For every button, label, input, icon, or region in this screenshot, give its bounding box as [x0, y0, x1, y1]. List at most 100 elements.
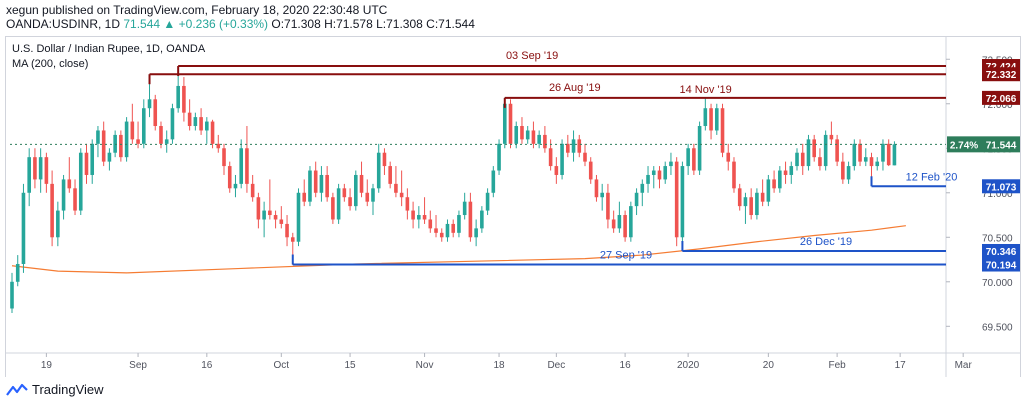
candle-body — [250, 183, 255, 198]
y-tick-label: 71.000 — [982, 189, 1013, 200]
candle-body — [772, 179, 776, 189]
candle-body — [892, 144, 897, 166]
candle-body — [543, 134, 547, 149]
x-tick-label: 16 — [201, 360, 213, 371]
candle-body — [136, 139, 140, 144]
candle-body — [399, 192, 404, 198]
candle-body — [268, 210, 272, 216]
candle-body — [141, 108, 146, 144]
candle-body — [514, 126, 519, 144]
candle-body — [663, 166, 668, 180]
candle-body — [290, 237, 295, 242]
candle-body — [61, 179, 66, 211]
candle-body — [749, 197, 753, 216]
candle-body — [216, 143, 221, 149]
candle-body — [760, 192, 765, 202]
candle-body — [78, 152, 83, 211]
candle-body — [566, 143, 570, 153]
candle-body — [560, 143, 564, 175]
level-price-label: 70.194 — [986, 261, 1017, 272]
candle-body — [468, 201, 473, 238]
candle-body — [778, 170, 782, 189]
candle-body — [755, 192, 759, 216]
candle-body — [222, 148, 226, 167]
ohlc-values: O:71.308 H:71.578 L:71.308 C:71.544 — [271, 17, 475, 31]
candle-body — [686, 148, 690, 167]
candle-body — [818, 157, 822, 167]
candle-body — [445, 223, 450, 238]
candle-body — [308, 170, 312, 202]
candle-body — [411, 210, 415, 220]
candle-body — [348, 197, 352, 207]
candle-body — [703, 108, 708, 127]
candle-body — [783, 170, 788, 175]
candle-body — [21, 192, 26, 264]
tradingview-icon — [6, 383, 28, 396]
candle-body — [869, 157, 874, 167]
candle-body — [296, 192, 301, 242]
level-price-tag — [982, 90, 1020, 105]
candle-body — [457, 215, 461, 233]
level-price-label: 72.332 — [986, 70, 1017, 81]
x-tick-label: 2020 — [677, 360, 700, 371]
chart-header: xegun published on TradingView.com, Febr… — [0, 0, 1024, 36]
candle-body — [875, 161, 880, 167]
chart-title: U.S. Dollar / Indian Rupee, 1D, OANDA — [12, 43, 206, 55]
last-price: 71.544 — [123, 17, 161, 31]
candle-body — [497, 143, 501, 171]
candle-body — [577, 139, 582, 153]
candle-body — [417, 215, 421, 220]
candle-body — [480, 210, 484, 229]
footer: TradingView — [0, 377, 1024, 403]
candle-body — [508, 103, 513, 144]
level-date-label: 14 Nov '19 — [679, 84, 731, 96]
candle-body — [33, 157, 37, 180]
tradingview-logo[interactable]: TradingView — [6, 382, 104, 397]
candle-body — [27, 157, 31, 193]
candle-body — [285, 223, 289, 238]
candle-body — [462, 201, 467, 216]
candle-body — [617, 215, 622, 229]
chart-frame[interactable]: 69.50070.00070.50071.00071.50072.00072.5… — [5, 36, 1021, 378]
candle-body — [279, 219, 284, 224]
candle-body — [159, 126, 163, 144]
candle-body — [67, 179, 72, 189]
candle-body — [737, 188, 742, 207]
candle-body — [199, 117, 203, 131]
candle-body — [583, 152, 587, 162]
candle-body — [835, 139, 839, 162]
x-tick-label: Sep — [129, 360, 147, 371]
x-tick-label: 16 — [620, 360, 632, 371]
level-price-tag — [982, 243, 1020, 258]
candle-body — [709, 108, 713, 131]
level-price-tag — [982, 67, 1020, 82]
pct-change-tag — [947, 136, 982, 153]
candle-body — [422, 215, 427, 220]
level-date-label: 03 Sep '19 — [506, 50, 558, 62]
candle-body — [371, 188, 375, 202]
candle-body — [674, 161, 679, 238]
candle-body — [537, 134, 541, 144]
x-tick-label: 20 — [763, 360, 775, 371]
candle-body — [594, 179, 599, 198]
candle-body — [732, 161, 736, 189]
candle-body — [629, 206, 633, 238]
candle-body — [692, 148, 696, 171]
candle-body — [531, 130, 536, 144]
candle-body — [101, 130, 106, 162]
candle-body — [262, 210, 266, 220]
candle-body — [233, 183, 238, 189]
candle-body — [657, 170, 662, 180]
level-price-tag — [982, 179, 1020, 194]
price-change: ▲ +0.236 (+0.33%) — [163, 17, 269, 31]
candle-body — [634, 192, 639, 207]
ma-legend: MA (200, close) — [12, 58, 89, 70]
candle-body — [210, 121, 215, 144]
level-date-label: 12 Feb '20 — [906, 171, 958, 183]
candle-body — [90, 143, 95, 175]
candle-body — [554, 166, 559, 175]
candle-body — [680, 166, 685, 238]
price-chart[interactable]: 69.50070.00070.50071.00071.50072.00072.5… — [6, 37, 1020, 377]
candle-body — [96, 130, 100, 144]
level-date-label: 26 Dec '19 — [800, 236, 852, 248]
